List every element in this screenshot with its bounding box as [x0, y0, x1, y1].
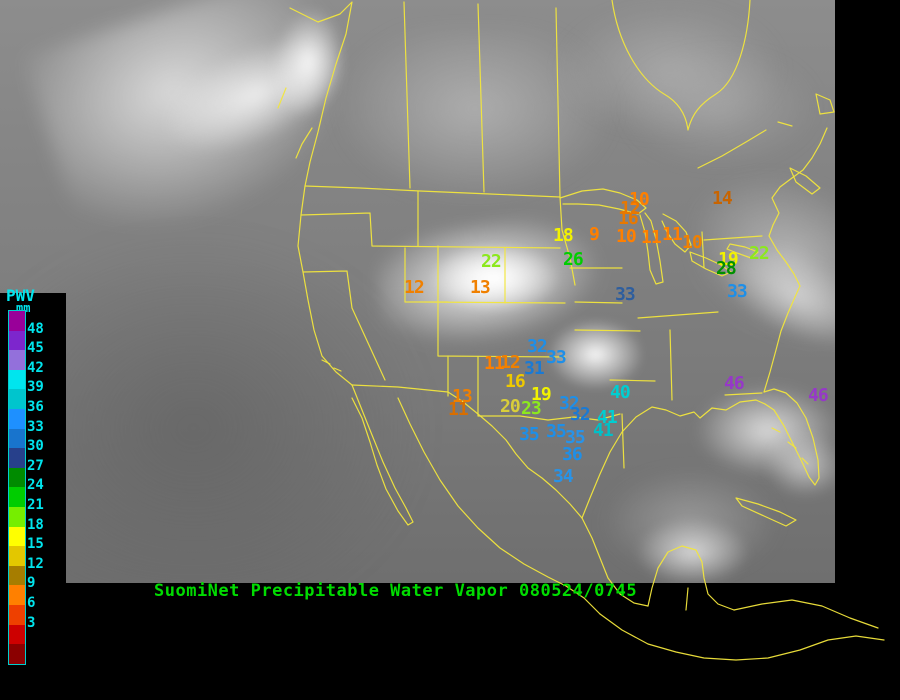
station-value: 41: [593, 420, 614, 441]
mexico-gulf-coast: [581, 517, 649, 607]
legend-label: 21: [27, 497, 44, 513]
legend-label: 15: [27, 536, 44, 553]
legend-label: 9: [27, 575, 36, 592]
station-value: 32: [559, 393, 580, 414]
legend-cell: [9, 350, 25, 370]
legend-label: 3: [27, 614, 36, 631]
station-value: 16: [505, 371, 526, 392]
legend-label: 48: [27, 320, 44, 337]
legend-label: 45: [27, 340, 44, 357]
newfoundland: [815, 93, 835, 115]
station-value: 41: [597, 407, 618, 428]
legend-label: 36: [27, 399, 44, 415]
legend-cell: [9, 369, 25, 390]
legend-label: 24: [27, 477, 44, 494]
legend-cell: [9, 585, 25, 605]
legend-label: 33: [27, 418, 44, 435]
station-value: 35: [565, 427, 586, 448]
legend-label: 12: [27, 555, 44, 572]
legend-cell: [9, 408, 25, 429]
legend-cell: [9, 565, 25, 586]
legend-label: 30: [27, 438, 44, 455]
legend-cell: [9, 487, 25, 507]
legend-cell: [9, 467, 25, 488]
cuba: [735, 497, 797, 527]
legend-cell: [9, 546, 25, 566]
station-value: 32: [570, 404, 591, 425]
station-value: 35: [519, 424, 540, 445]
legend-label: 6: [27, 595, 36, 611]
legend-label: 39: [27, 379, 44, 396]
rio-grande: [461, 400, 583, 519]
station-value: 10: [616, 226, 637, 247]
legend-cell: [9, 604, 25, 625]
legend-cell: [9, 428, 25, 449]
texas-panhandle: [477, 356, 625, 469]
legend-cell: [9, 311, 25, 331]
legend-cell: [9, 506, 25, 527]
legend-cell: [9, 330, 25, 351]
legend-cell: [9, 448, 25, 468]
legend-cell: [9, 624, 25, 645]
legend-cell: [9, 526, 25, 547]
honduras-coast: [733, 599, 879, 629]
station-value: 35: [546, 421, 567, 442]
station-value: 11: [448, 399, 469, 420]
image-title: SuomiNet Precipitable Water Vapor 080524…: [154, 581, 638, 601]
legend-colorbar: [8, 310, 26, 665]
station-value: 13: [452, 386, 473, 407]
station-value: 10: [629, 189, 650, 210]
station-value: 23: [521, 398, 542, 419]
legend-cell: [9, 644, 25, 664]
station-value: 12: [620, 198, 641, 219]
legend-cell: [9, 389, 25, 409]
legend-label: 18: [27, 516, 44, 533]
station-value: 36: [562, 444, 583, 465]
central-america-pacific: [599, 613, 885, 661]
station-value: 16: [618, 208, 639, 229]
station-value: 34: [553, 466, 574, 487]
station-value: 20: [500, 396, 521, 417]
legend-label: 42: [27, 359, 44, 376]
legend-label: 27: [27, 457, 44, 474]
belize-border: [685, 587, 689, 611]
